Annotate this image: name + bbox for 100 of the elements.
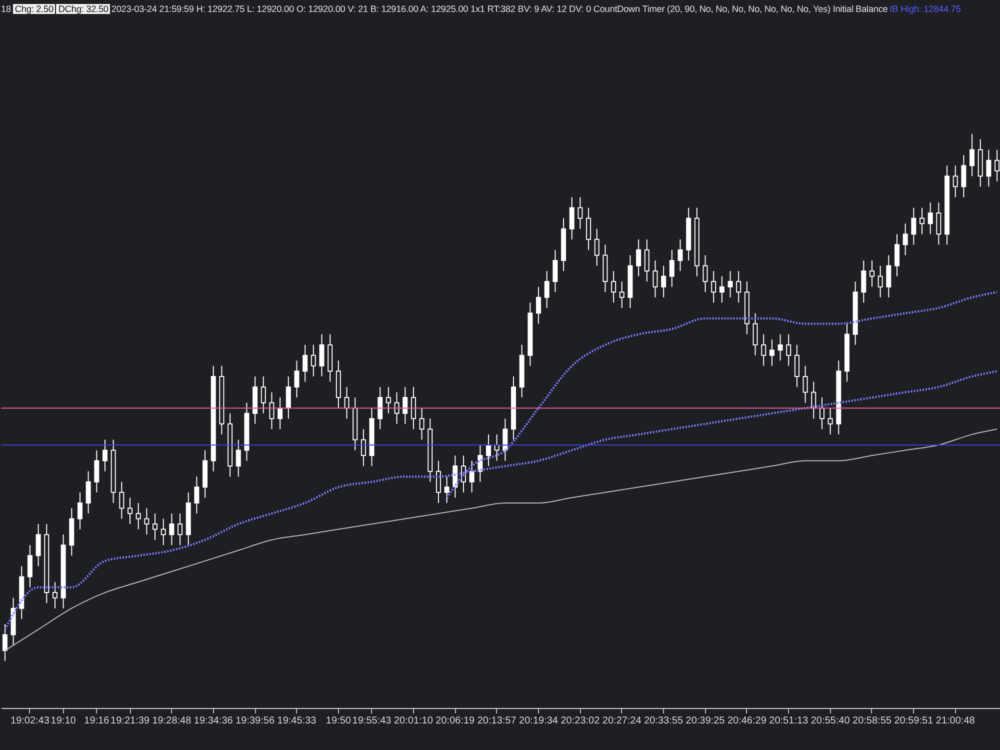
candlestick [661, 265, 666, 298]
x-tick-label: 20:39:25 [686, 716, 726, 726]
x-tick-label: 20:33:55 [644, 716, 684, 726]
candlestick [619, 281, 624, 308]
x-tick-label: 19:45:33 [277, 716, 317, 726]
candlestick [294, 360, 300, 398]
x-tick-label: 19:02:43 [10, 716, 50, 726]
x-tick-label: 20:58:55 [852, 716, 892, 726]
candlestick [386, 386, 391, 414]
candlestick [269, 392, 274, 430]
x-tick-label: 19:50 [326, 716, 352, 726]
candlestick [986, 149, 992, 188]
candlestick [27, 544, 32, 588]
x-tick-label: 19:21:39 [110, 716, 150, 726]
candlestick [911, 207, 916, 246]
candlestick [2, 624, 8, 662]
candlestick [86, 470, 91, 514]
candlestick [794, 344, 800, 388]
x-tick-label: 19:28:48 [152, 716, 192, 726]
candlestick [728, 270, 733, 298]
candlestick [586, 207, 592, 250]
candlestick [828, 408, 833, 435]
candlestick [761, 334, 766, 366]
x-tick-label: 20:19:34 [519, 716, 558, 726]
candlestick [360, 428, 366, 467]
candlestick [611, 270, 616, 304]
candlestick [819, 397, 824, 430]
candlestick [861, 260, 866, 304]
candlestick [136, 502, 141, 530]
candlestick [736, 270, 742, 304]
candlestick [302, 344, 308, 382]
candlestick [502, 418, 508, 462]
candlestick [970, 133, 975, 177]
candlestick [769, 339, 774, 366]
candlestick [144, 508, 150, 536]
candlestick [636, 238, 642, 277]
candlestick [402, 386, 408, 424]
candlestick [569, 196, 574, 240]
candlestick [578, 196, 583, 230]
text: 2023-03-24 21:59:59 H: 12922.75 L: 12920.00 O: 12920.00 V: 21 B: 12916.00 A: 12925.00 1x1 RT:382 BV: 9 AV: 12 DV: 0 CountDown Timer (20, 90, No, No, No, No, No, No, No, Yes) Initial Balance [111, 4, 888, 14]
candlestick [669, 249, 674, 288]
candlestick [920, 207, 925, 235]
x-tick-label: 20:01:10 [394, 716, 434, 726]
candlestick [52, 582, 58, 609]
x-tick-label: 20:51:13 [769, 716, 809, 726]
candlestick [544, 270, 550, 308]
candlestick [719, 276, 724, 304]
candlestick [786, 334, 792, 366]
text: 18 [1, 4, 11, 14]
x-tick-label: 20:59:51 [894, 716, 934, 726]
text: IB High: 12844.75 [890, 4, 961, 14]
candlestick [961, 154, 966, 198]
candlestick [194, 476, 200, 514]
candlestick [169, 512, 174, 546]
candlestick [536, 286, 542, 324]
candlestick [310, 344, 316, 377]
candlestick [36, 524, 41, 567]
candlestick [152, 512, 158, 540]
x-tick-label: 21:00:48 [936, 716, 976, 726]
candlestick [102, 439, 108, 472]
candlestick [594, 228, 600, 266]
candlestick [711, 270, 716, 304]
x-tick-label: 19:34:36 [194, 716, 234, 726]
x-tick-label: 20:46:29 [727, 716, 767, 726]
candlestick [752, 312, 758, 356]
x-tick-label: 20:23:02 [560, 716, 600, 726]
candlestick [178, 512, 183, 546]
candlestick [878, 265, 883, 298]
candlestick [286, 376, 291, 420]
candlestick [936, 202, 942, 246]
x-tick-label: 19:10 [50, 716, 76, 726]
candlestick [94, 450, 100, 493]
x-tick-label: 20:27:24 [602, 716, 642, 726]
candlestick [894, 234, 900, 277]
candlestick [160, 518, 166, 546]
candlestick [378, 386, 383, 430]
candlestick [444, 476, 450, 504]
candlestick [652, 260, 658, 298]
x-tick-label: 20:13:57 [477, 716, 517, 726]
x-tick-label: 20:06:19 [436, 716, 476, 726]
x-tick-label: 19:55:43 [352, 716, 392, 726]
candlestick [319, 334, 324, 377]
candlestick [486, 434, 491, 467]
candlestick [469, 460, 474, 493]
candlestick [77, 492, 82, 530]
candlestick [436, 460, 441, 504]
x-tick-label: 19:16 [84, 716, 110, 726]
x-tick-label: 20:55:40 [810, 716, 850, 726]
candlestick [236, 439, 241, 478]
candlestick [394, 392, 400, 424]
candlestick [702, 254, 708, 293]
candlestick [886, 254, 892, 298]
candlestick [128, 497, 133, 525]
candlestick [678, 238, 683, 272]
text: DChg: 32.50 [56, 4, 110, 14]
candlestick [419, 408, 424, 440]
text: Chg: 2.50 [12, 4, 56, 14]
candlestick [952, 165, 958, 198]
candlestick [802, 365, 808, 404]
candlestick [869, 260, 874, 288]
